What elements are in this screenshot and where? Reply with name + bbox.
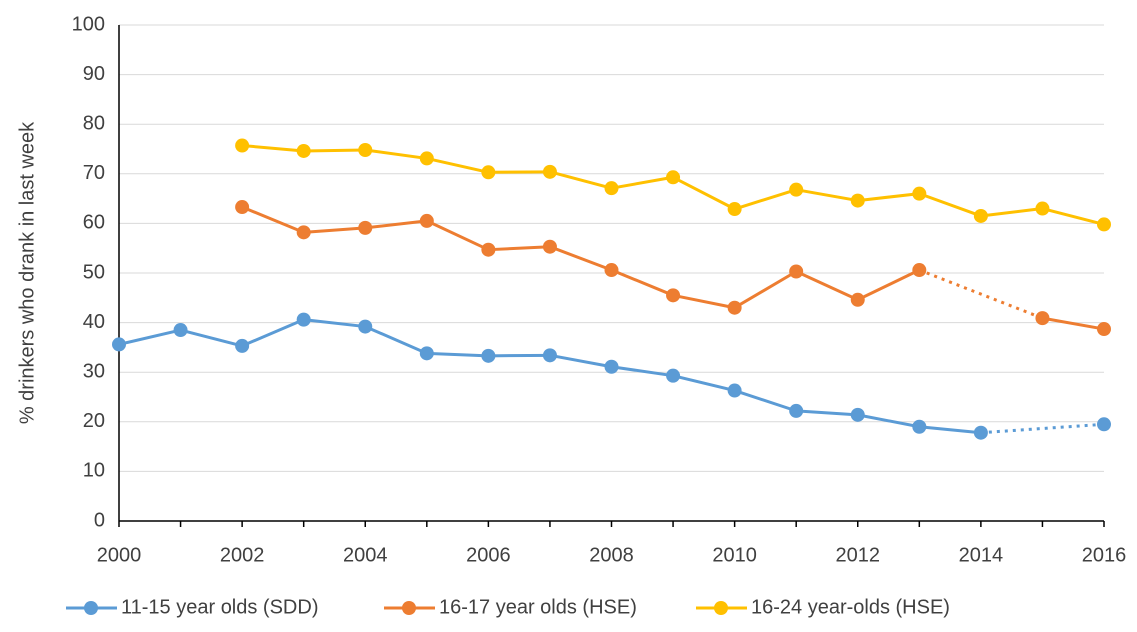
data-point [727, 383, 742, 398]
data-point [789, 264, 804, 279]
series-line [119, 320, 1104, 433]
x-tick-label: 2004 [343, 544, 388, 566]
data-point [112, 337, 126, 352]
data-point [419, 151, 434, 166]
x-tick-label: 2010 [712, 544, 757, 566]
data-point [604, 181, 619, 196]
y-tick-label: 70 [83, 162, 105, 184]
x-tick-label: 2016 [1082, 544, 1127, 566]
data-point [358, 142, 373, 157]
data-point [666, 288, 681, 303]
data-point [542, 348, 557, 363]
data-point [666, 170, 681, 185]
data-point [173, 323, 188, 338]
data-point [789, 403, 804, 418]
data-point [727, 300, 742, 315]
data-point [358, 220, 373, 235]
x-tick-label: 2012 [836, 544, 881, 566]
legend-label: 16-17 year olds (HSE) [439, 596, 637, 618]
data-point [481, 348, 496, 363]
y-tick-label: 50 [83, 261, 105, 283]
data-point [296, 312, 311, 327]
data-point [850, 292, 865, 307]
data-point [542, 164, 557, 179]
y-tick-label: 90 [83, 63, 105, 85]
data-point [604, 263, 619, 278]
y-tick-label: 100 [72, 13, 105, 35]
legend-marker [714, 601, 728, 615]
x-tick-label: 2008 [589, 544, 634, 566]
data-point [973, 208, 988, 223]
data-point [912, 263, 927, 278]
y-tick-label: 30 [83, 360, 105, 382]
data-point [850, 193, 865, 208]
gap-bridge [918, 268, 1043, 320]
data-point [235, 338, 250, 353]
y-tick-label: 80 [83, 112, 105, 134]
data-point [973, 425, 988, 440]
data-point [419, 346, 434, 361]
data-point [850, 407, 865, 422]
series-line [241, 205, 1105, 331]
data-point [235, 200, 250, 215]
data-point [481, 165, 496, 180]
data-point [912, 186, 927, 201]
data-point [789, 182, 804, 197]
x-tick-label: 2000 [97, 544, 142, 566]
x-tick-label: 2006 [466, 544, 511, 566]
data-point [604, 359, 619, 374]
data-point [727, 202, 742, 217]
gap-bridge [980, 422, 1105, 435]
y-tick-label: 60 [83, 212, 105, 234]
data-point [296, 143, 311, 158]
data-point [666, 368, 681, 383]
y-tick-label: 10 [83, 460, 105, 482]
legend-label: 16-24 year-olds (HSE) [751, 596, 950, 618]
legend-marker [84, 601, 98, 615]
series-line [241, 144, 1105, 226]
data-point [1097, 417, 1111, 432]
data-point [419, 213, 434, 228]
data-point [1035, 201, 1050, 216]
data-point [235, 138, 250, 153]
data-point [1035, 311, 1050, 326]
data-point [296, 225, 311, 240]
x-tick-label: 2002 [220, 544, 265, 566]
x-tick-label: 2014 [959, 544, 1004, 566]
y-tick-label: 20 [83, 410, 105, 432]
data-point [481, 242, 496, 257]
legend-marker [402, 601, 416, 615]
y-axis-title: % drinkers who drank in last week [16, 121, 38, 424]
data-point [1097, 322, 1111, 337]
data-point [542, 239, 557, 254]
data-point [912, 419, 927, 434]
y-tick-label: 0 [94, 509, 105, 531]
data-point [1097, 217, 1111, 232]
data-point [358, 319, 373, 334]
y-tick-label: 40 [83, 311, 105, 333]
legend-label: 11-15 year olds (SDD) [121, 596, 318, 618]
